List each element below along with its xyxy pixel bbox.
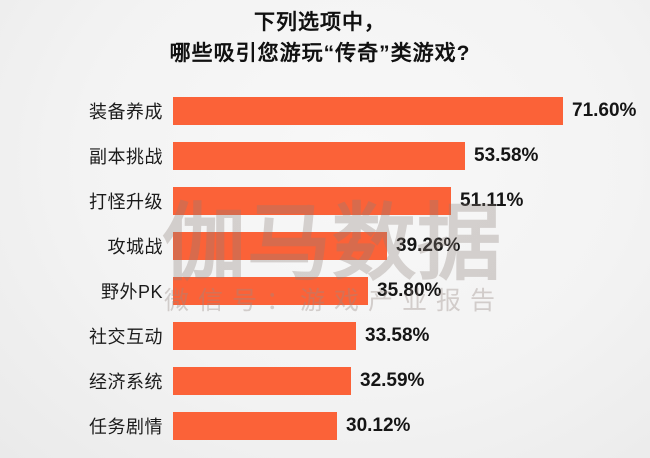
chart-title: 下列选项中， 哪些吸引您游玩“传奇”类游戏?: [0, 7, 640, 69]
bar-track: 30.12%: [173, 411, 411, 440]
chart-title-line2: 哪些吸引您游玩“传奇”类游戏?: [169, 42, 471, 65]
value-label: 39.26%: [396, 234, 461, 256]
bar-track: 32.59%: [173, 366, 425, 395]
value-label: 51.11%: [460, 189, 524, 211]
bar-row: 经济系统 32.59%: [0, 358, 650, 403]
bar: [173, 141, 465, 170]
value-label: 53.58%: [474, 144, 539, 166]
bar: [173, 366, 351, 395]
bar-track: 51.11%: [173, 186, 524, 215]
bar-track: 39.26%: [173, 231, 461, 260]
bar-chart: 装备养成 71.60% 副本挑战 53.58% 打怪升级 51.11% 攻城战 39.26% 野…: [0, 88, 650, 448]
bar: [173, 231, 387, 260]
bar-row: 打怪升级 51.11%: [0, 178, 650, 223]
chart-title-line1: 下列选项中，: [254, 11, 386, 34]
bar-row: 副本挑战 53.58%: [0, 133, 650, 178]
category-label: 装备养成: [89, 101, 163, 122]
bar: [173, 96, 563, 125]
bar-track: 35.80%: [173, 276, 442, 305]
category-label: 野外PK: [100, 281, 163, 302]
value-label: 71.60%: [572, 99, 637, 121]
value-label: 30.12%: [346, 414, 411, 436]
bar-track: 71.60%: [173, 96, 637, 125]
category-label: 副本挑战: [89, 146, 163, 167]
bar-row: 攻城战 39.26%: [0, 223, 650, 268]
bar-row: 装备养成 71.60%: [0, 88, 650, 133]
value-label: 35.80%: [377, 279, 442, 301]
category-label: 经济系统: [89, 371, 163, 392]
bar-row: 社交互动 33.58%: [0, 313, 650, 358]
category-label: 任务剧情: [89, 416, 163, 437]
category-label: 攻城战: [107, 236, 163, 257]
category-label: 打怪升级: [89, 191, 163, 212]
bar-row: 野外PK 35.80%: [0, 268, 650, 313]
bar: [173, 276, 368, 305]
bar-row: 任务剧情 30.12%: [0, 403, 650, 448]
bar-track: 53.58%: [173, 141, 539, 170]
bar: [173, 186, 451, 215]
bar: [173, 411, 337, 440]
value-label: 33.58%: [365, 324, 430, 346]
value-label: 32.59%: [360, 369, 425, 391]
category-label: 社交互动: [89, 326, 163, 347]
bar-track: 33.58%: [173, 321, 430, 350]
bar: [173, 321, 356, 350]
